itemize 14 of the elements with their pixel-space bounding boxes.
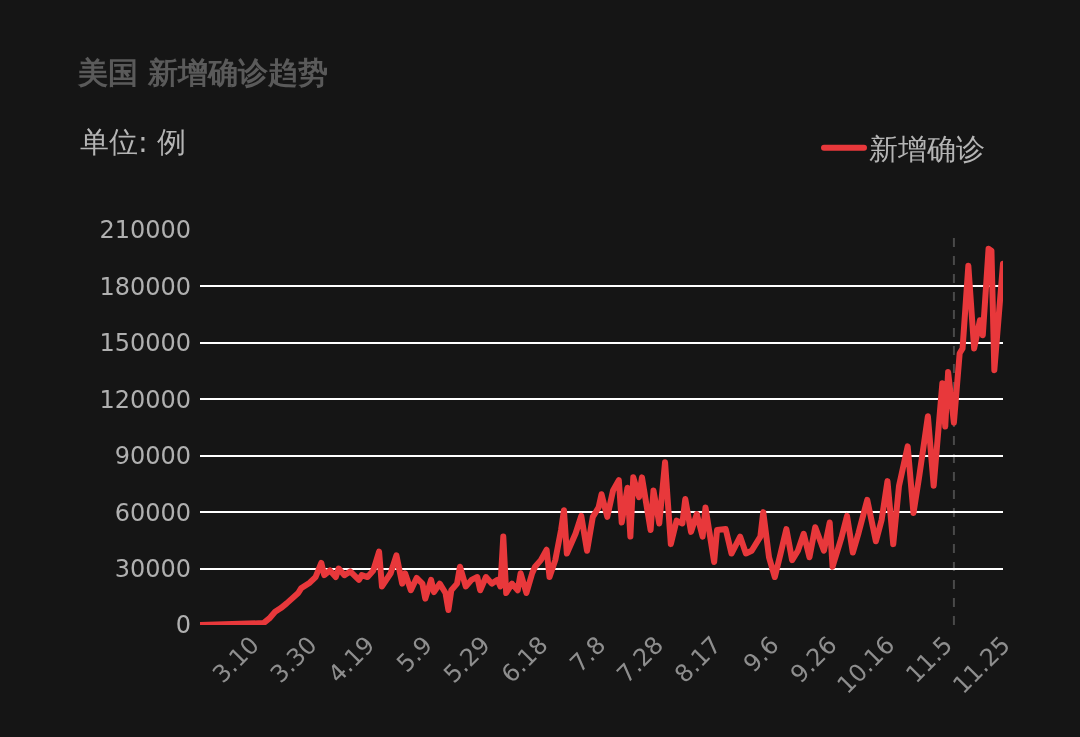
y-tick-label: 120000 (99, 385, 191, 414)
chart-subtitle: 单位: 例 (80, 125, 186, 159)
y-tick-label: 210000 (99, 216, 191, 245)
y-tick-label: 60000 (114, 498, 191, 527)
y-tick-label: 180000 (99, 272, 191, 301)
x-tick-label: 5.9 (391, 630, 439, 678)
x-tick-label: 7.8 (564, 630, 612, 678)
y-tick-label: 150000 (99, 329, 191, 358)
y-tick-label: 0 (175, 611, 191, 640)
legend-label: 新增确诊 (869, 132, 985, 167)
y-tick-label: 30000 (114, 554, 191, 583)
y-tick-label: 90000 (114, 442, 191, 471)
chart-title: 美国 新增确诊趋势 (77, 54, 329, 90)
x-tick-label: 9.6 (737, 630, 785, 678)
